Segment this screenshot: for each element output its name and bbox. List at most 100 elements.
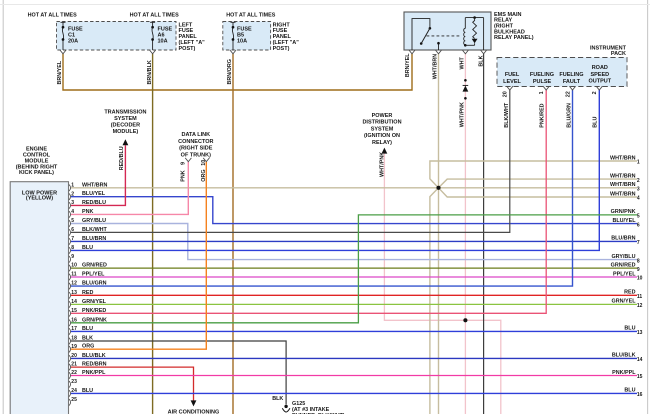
svg-text:PNK/RED: PNK/RED <box>540 103 546 127</box>
svg-text:MODULE): MODULE) <box>113 129 139 135</box>
svg-text:1: 1 <box>637 160 640 166</box>
svg-text:BLU/BRN: BLU/BRN <box>611 236 635 242</box>
svg-text:OF TRUNK): OF TRUNK) <box>181 152 211 158</box>
svg-text:PNK/RED: PNK/RED <box>82 308 106 314</box>
svg-text:BLU/BRN: BLU/BRN <box>82 236 106 242</box>
svg-text:5: 5 <box>71 218 74 224</box>
svg-text:PNK/PPL: PNK/PPL <box>612 370 636 376</box>
svg-text:HOT AT ALL TIMES: HOT AT ALL TIMES <box>130 13 180 19</box>
svg-text:FUSE: FUSE <box>273 28 288 34</box>
svg-text:(DECODER: (DECODER <box>111 123 140 129</box>
svg-text:ENGINE: ENGINE <box>26 146 47 152</box>
svg-text:RELAY PANEL): RELAY PANEL) <box>494 35 534 41</box>
svg-text:14: 14 <box>71 299 77 305</box>
svg-text:22: 22 <box>71 370 77 376</box>
svg-text:POST): POST) <box>273 46 290 52</box>
svg-text:BLK: BLK <box>479 55 485 66</box>
svg-text:POST): POST) <box>179 46 196 52</box>
svg-text:24: 24 <box>71 388 77 394</box>
svg-text:GRN/YEL: GRN/YEL <box>612 299 637 305</box>
svg-text:BLU: BLU <box>82 326 93 332</box>
svg-text:(YELLOW): (YELLOW) <box>26 196 53 202</box>
svg-text:FUSE: FUSE <box>158 26 173 32</box>
svg-text:GRY/BLU: GRY/BLU <box>611 254 635 260</box>
svg-text:BLU/BLK: BLU/BLK <box>612 353 636 359</box>
svg-text:RED/BLU: RED/BLU <box>82 200 106 206</box>
svg-text:10: 10 <box>201 160 207 166</box>
svg-text:GRN/RED: GRN/RED <box>82 263 107 269</box>
svg-text:4: 4 <box>637 196 640 202</box>
svg-text:8: 8 <box>71 245 74 251</box>
svg-text:DATA LINK: DATA LINK <box>181 132 210 138</box>
svg-text:PPL/YEL: PPL/YEL <box>82 272 105 278</box>
svg-text:12: 12 <box>71 281 77 287</box>
svg-text:HOT AT ALL TIMES: HOT AT ALL TIMES <box>226 13 276 19</box>
svg-text:OUTPUT: OUTPUT <box>588 78 611 84</box>
svg-text:9: 9 <box>181 162 187 165</box>
svg-text:GRN/PNK: GRN/PNK <box>82 317 107 323</box>
svg-text:BLU: BLU <box>82 245 93 251</box>
svg-text:CONTROL: CONTROL <box>23 152 51 158</box>
svg-text:11: 11 <box>637 294 643 300</box>
svg-text:GRY/BLU: GRY/BLU <box>82 218 106 224</box>
svg-text:GRN/YEL: GRN/YEL <box>82 299 107 305</box>
svg-text:(LEFT "A": (LEFT "A" <box>273 40 300 46</box>
svg-text:6: 6 <box>71 227 74 233</box>
svg-text:WHT/PNK: WHT/PNK <box>460 102 466 127</box>
svg-text:18: 18 <box>71 336 77 342</box>
svg-text:BLK/WHT: BLK/WHT <box>82 227 108 233</box>
svg-text:(RIGHT: (RIGHT <box>494 24 514 30</box>
svg-text:EMS MAIN: EMS MAIN <box>494 12 522 18</box>
svg-text:SYSTEM: SYSTEM <box>371 126 394 132</box>
svg-text:PNK: PNK <box>181 170 187 181</box>
svg-text:(BEHIND RIGHT: (BEHIND RIGHT <box>16 164 58 170</box>
svg-text:WHT/BRN: WHT/BRN <box>82 182 108 188</box>
svg-text:8: 8 <box>637 258 640 264</box>
svg-text:12: 12 <box>637 303 643 309</box>
svg-text:G125: G125 <box>292 401 305 407</box>
svg-text:FUSE: FUSE <box>68 26 83 32</box>
svg-text:FUELING: FUELING <box>559 72 583 78</box>
svg-text:14: 14 <box>637 357 643 363</box>
svg-text:22: 22 <box>566 91 572 97</box>
svg-text:RELAY: RELAY <box>494 18 512 24</box>
svg-text:9: 9 <box>71 254 74 260</box>
svg-text:C1: C1 <box>68 33 75 39</box>
svg-text:1: 1 <box>71 182 74 188</box>
svg-text:5: 5 <box>637 214 640 220</box>
svg-text:WHT/BRN: WHT/BRN <box>610 191 636 197</box>
svg-text:B5: B5 <box>237 33 244 39</box>
svg-text:DISTRIBUTION: DISTRIBUTION <box>362 120 401 126</box>
svg-text:25: 25 <box>71 397 77 403</box>
svg-text:15: 15 <box>637 374 643 380</box>
svg-text:PULSE: PULSE <box>533 79 552 85</box>
svg-text:INSTRUMENT: INSTRUMENT <box>590 45 627 51</box>
svg-text:ORG: ORG <box>201 169 207 181</box>
svg-text:LEVEL: LEVEL <box>503 79 521 85</box>
svg-text:SYSTEM: SYSTEM <box>114 116 137 122</box>
svg-text:KICK PANEL): KICK PANEL) <box>19 170 54 176</box>
svg-text:2: 2 <box>637 178 640 184</box>
svg-text:BLU: BLU <box>624 326 635 332</box>
svg-text:ROAD: ROAD <box>592 65 608 71</box>
svg-text:6: 6 <box>637 222 640 228</box>
svg-text:BRN/ORG: BRN/ORG <box>227 59 233 84</box>
svg-text:BRN/YEL: BRN/YEL <box>57 60 63 84</box>
svg-text:PPL/YEL: PPL/YEL <box>613 271 636 277</box>
svg-text:(IGNITION ON: (IGNITION ON <box>364 133 400 139</box>
svg-text:AIR CONDITIONING: AIR CONDITIONING <box>168 409 220 414</box>
svg-text:20: 20 <box>503 91 509 97</box>
svg-text:WHT/BRN: WHT/BRN <box>610 155 636 161</box>
svg-text:LOW POWER: LOW POWER <box>22 190 57 196</box>
svg-text:FUSE: FUSE <box>179 28 194 34</box>
svg-text:BLU/YEL: BLU/YEL <box>612 218 636 224</box>
svg-text:10: 10 <box>637 276 643 282</box>
svg-text:9: 9 <box>637 267 640 273</box>
svg-text:7: 7 <box>71 236 74 242</box>
svg-text:BLU: BLU <box>593 117 599 128</box>
svg-text:BLU/YEL: BLU/YEL <box>82 191 106 197</box>
svg-text:A6: A6 <box>158 33 165 39</box>
svg-text:RED: RED <box>624 290 635 296</box>
svg-text:WHT/BRN: WHT/BRN <box>432 54 438 80</box>
svg-text:11: 11 <box>71 272 77 278</box>
